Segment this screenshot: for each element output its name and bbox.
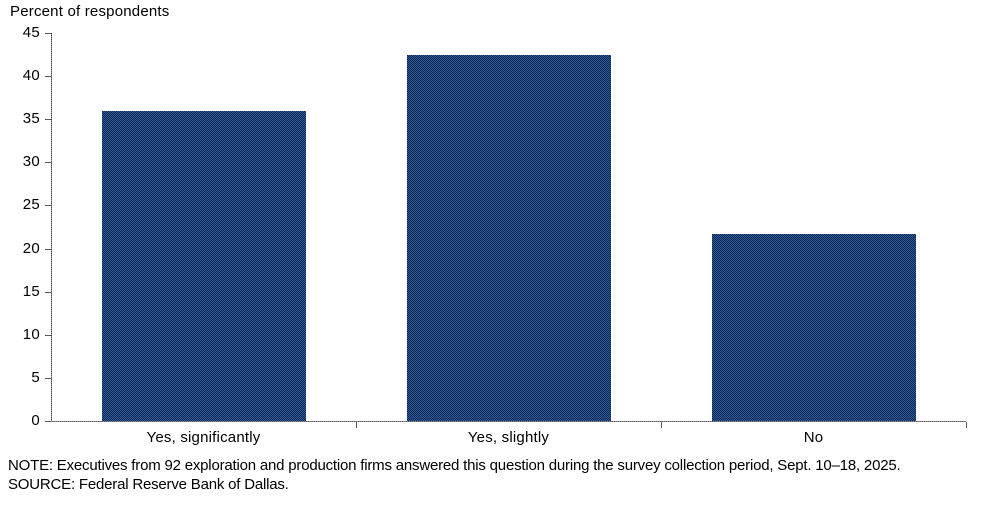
x-tick-mark <box>966 422 967 428</box>
y-tick-mark <box>45 205 51 207</box>
bar-yes-significantly <box>101 111 306 421</box>
y-tick-mark <box>45 291 51 293</box>
y-tick-label: 45 <box>22 24 40 41</box>
y-tick-label: 20 <box>22 239 40 257</box>
y-tick-label: 0 <box>31 412 40 429</box>
y-tick-mark <box>45 33 51 34</box>
y-tick-mark <box>45 334 51 336</box>
bar-yes-slightly <box>406 55 611 421</box>
y-tick-mark <box>45 421 51 422</box>
x-category-label: Yes, slightly <box>467 429 550 446</box>
y-tick-label: 25 <box>22 196 40 214</box>
y-tick-mark <box>45 248 51 250</box>
y-axis-line <box>51 33 52 422</box>
y-tick-mark <box>45 76 51 78</box>
y-tick-mark <box>45 119 51 121</box>
note-text: NOTE: Executives from 92 exploration and… <box>8 457 901 474</box>
y-tick-mark <box>45 377 51 379</box>
x-category-label: No <box>803 429 824 446</box>
chart-footer: NOTE: Executives from 92 exploration and… <box>8 456 991 494</box>
y-tick-label: 35 <box>22 110 40 128</box>
source-text: SOURCE: Federal Reserve Bank of Dallas. <box>8 476 289 493</box>
y-tick-label: 5 <box>31 368 40 386</box>
x-axis-line <box>45 421 966 422</box>
y-tick-mark <box>45 162 51 164</box>
y-tick-label: 15 <box>22 282 40 300</box>
y-tick-label: 10 <box>22 325 40 343</box>
y-tick-label: 30 <box>22 153 40 171</box>
x-tick-mark <box>356 422 357 428</box>
y-tick-label: 40 <box>22 67 40 85</box>
bar-no <box>711 233 916 421</box>
x-tick-mark <box>661 422 662 428</box>
y-axis-title: Percent of respondents <box>10 3 170 20</box>
x-category-label: Yes, significantly <box>146 429 261 446</box>
